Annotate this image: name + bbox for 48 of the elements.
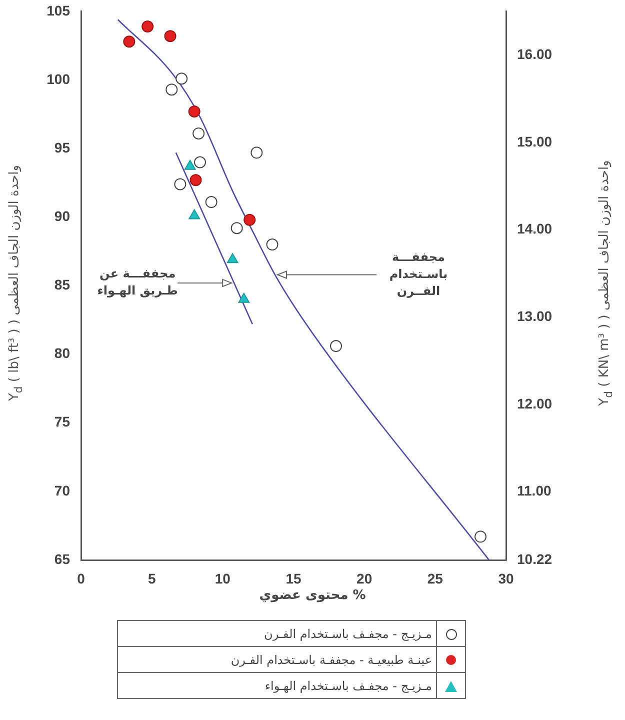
annotation: مجففـــة عن طـريق الهـواء (97, 266, 178, 298)
point (205, 196, 218, 208)
y-tick-label: 65 (54, 550, 70, 567)
y2-tick-label: 14.00 (517, 220, 552, 237)
point (166, 84, 178, 96)
point (188, 209, 200, 220)
legend-label: مـزيـج - مجفـف باسـتخدام الهـواء (118, 672, 436, 698)
y-tick-label: 75 (54, 414, 70, 430)
y-tick-label: 80 (54, 345, 70, 362)
y-tick-label: 90 (54, 208, 70, 224)
y2-tick-label: 13.00 (517, 308, 552, 324)
point (142, 20, 154, 32)
point (188, 106, 200, 118)
x-tick-label: 25 (427, 570, 444, 586)
point (164, 30, 176, 42)
point (244, 214, 256, 226)
point (250, 146, 263, 159)
point (226, 253, 238, 264)
y-tick-label: 105 (46, 2, 70, 18)
y-tick-label: 100 (46, 70, 70, 87)
y2-tick-label: 16.00 (517, 46, 552, 62)
x-tick-label: 10 (214, 570, 231, 586)
x-tick-label: 5 (148, 570, 156, 586)
x-tick-label: 0 (77, 570, 86, 586)
annotation: مجففـــة باسـتخدام الفــرن (389, 250, 448, 298)
point (230, 222, 243, 234)
x-tick-label: 30 (498, 570, 514, 586)
y2-tick-label: 10.22 (517, 550, 552, 567)
y2-tick-label: 11.00 (517, 482, 552, 499)
point (330, 340, 342, 352)
y-tick-label: 95 (54, 139, 70, 156)
x-tick-label: 15 (286, 570, 302, 586)
point (190, 174, 202, 186)
point (123, 36, 136, 48)
y-tick-label: 70 (54, 482, 70, 498)
legend-label: عينـة طبيعيـة - مجففـة باسـتخدام الفـرن (118, 646, 436, 672)
point (266, 238, 278, 251)
point (474, 530, 486, 543)
point (194, 156, 206, 168)
point (192, 127, 205, 140)
x-tick-label: 20 (356, 570, 372, 586)
y2-tick-label: 15.00 (517, 133, 552, 150)
point (174, 178, 186, 190)
y2-tick-label: 12.00 (517, 395, 552, 412)
legend-label: مـزيـج - مجفـف باسـتخدام الفـرن (118, 620, 436, 646)
point (176, 72, 188, 85)
y-tick-label: 85 (54, 276, 70, 293)
x-axis-title: محتوى عضوي % (259, 588, 366, 604)
